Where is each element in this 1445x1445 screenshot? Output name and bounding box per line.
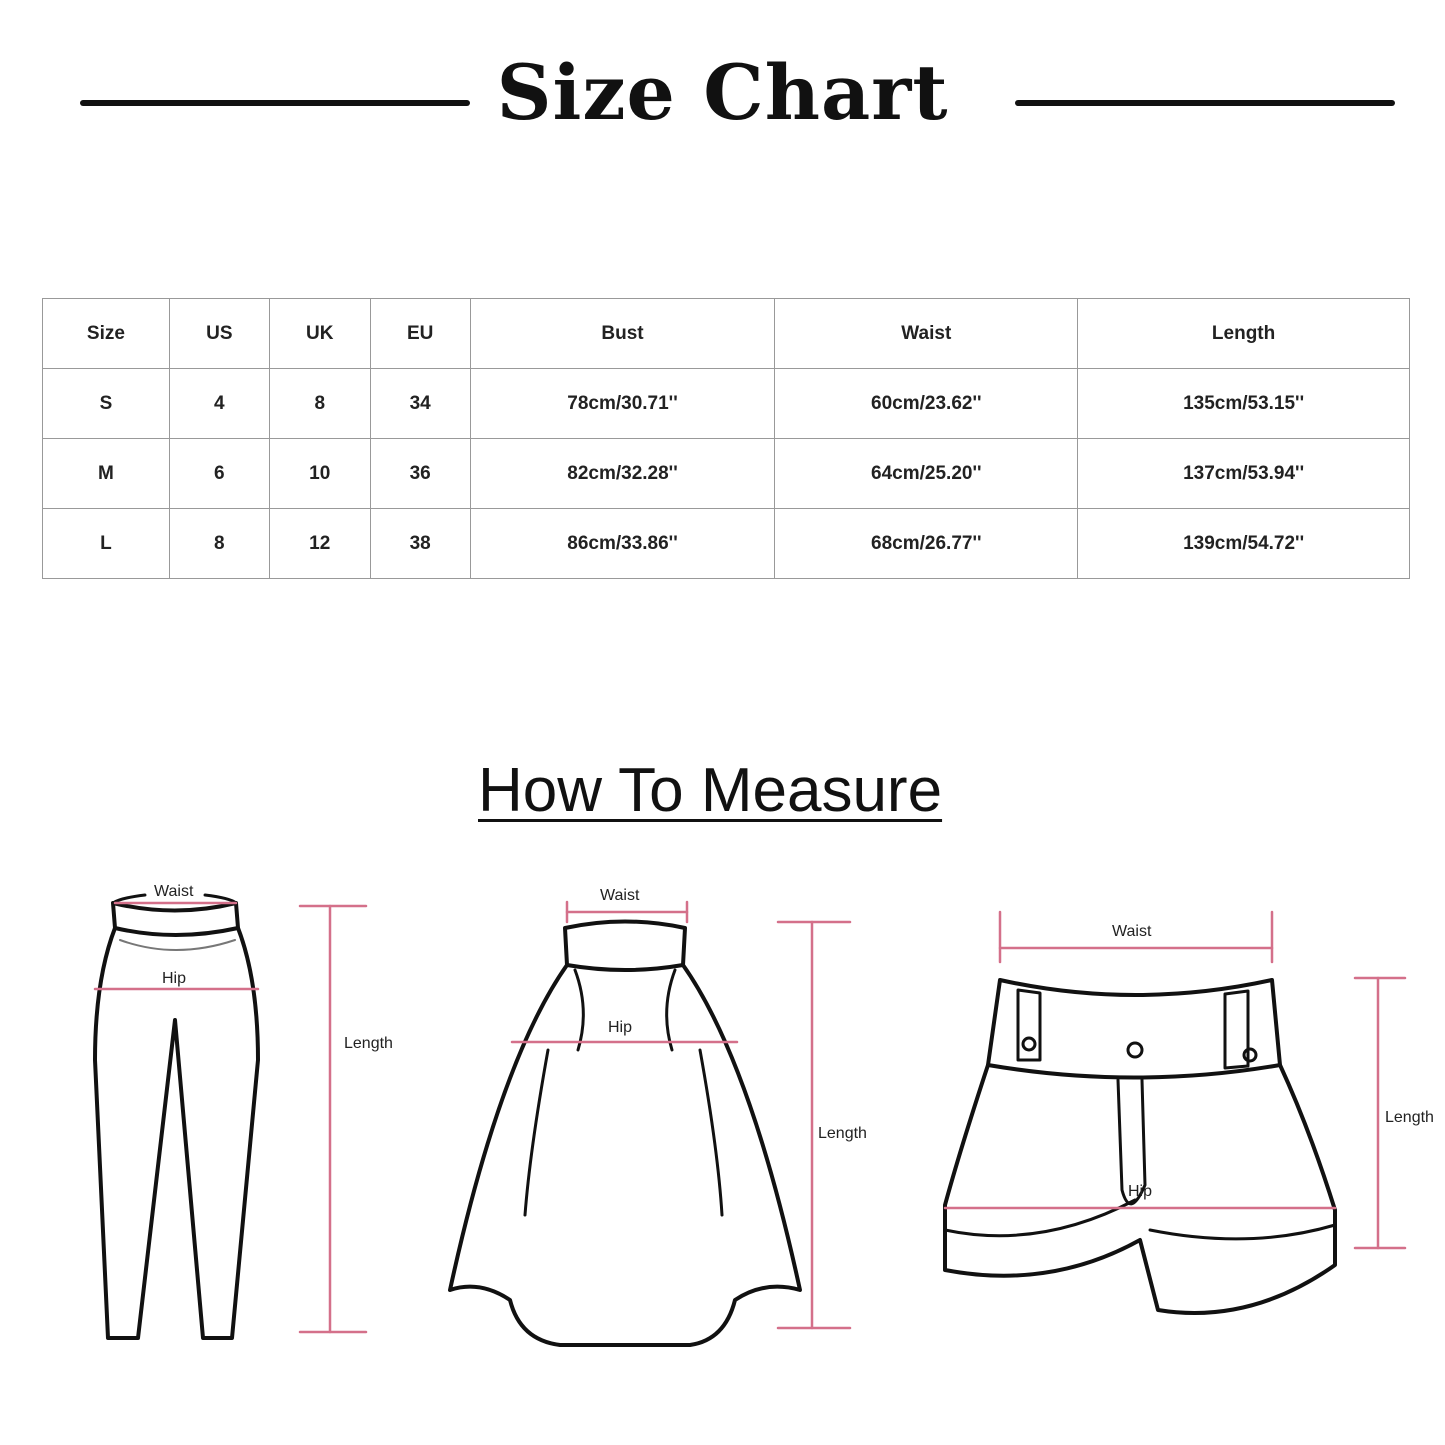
shorts-length-label: Length (1385, 1109, 1434, 1126)
cell: 10 (268, 438, 371, 509)
skirt-illustration (448, 919, 802, 1347)
skirt-measure-lines (510, 900, 852, 1330)
title-text: Size Chart (476, 48, 969, 137)
skirt-waist-label: Waist (600, 887, 640, 904)
pants-waist-label: Waist (154, 883, 194, 900)
skirt-length-label: Length (818, 1125, 867, 1142)
table-header-row: Size US UK EU Bust Waist Length (42, 298, 1410, 369)
cell: 38 (369, 508, 471, 579)
header-size: Size (42, 298, 170, 369)
table-row: L 8 12 38 86cm/33.86'' 68cm/26.77'' 139cm/54.7… (42, 508, 1410, 579)
header-length: Length (1077, 298, 1410, 369)
cell: 64cm/25.20'' (774, 438, 1079, 509)
skirt-hip-label: Hip (608, 1019, 632, 1036)
title-rule-right (1015, 100, 1395, 106)
header-waist: Waist (774, 298, 1079, 369)
cell: 135cm/53.15'' (1077, 368, 1410, 439)
pants-measure-lines (93, 901, 368, 1334)
cell: 139cm/54.72'' (1077, 508, 1410, 579)
cell: 68cm/26.77'' (774, 508, 1079, 579)
cell: 82cm/32.28'' (469, 438, 776, 509)
shorts-waist-label: Waist (1112, 923, 1152, 940)
cell: 12 (268, 508, 371, 579)
shorts-measure-lines (943, 910, 1407, 1250)
shorts-hip-label: Hip (1128, 1183, 1152, 1200)
table-row: S 4 8 34 78cm/30.71'' 60cm/23.62'' 135cm/53.15… (42, 368, 1410, 439)
header-uk: UK (268, 298, 371, 369)
table-row: M 6 10 36 82cm/32.28'' 64cm/25.20'' 137cm/53.9… (42, 438, 1410, 509)
cell: L (42, 508, 170, 579)
pants-length-label: Length (344, 1035, 393, 1052)
size-table: Size US UK EU Bust Waist Length S 4 8 34 78c… (42, 298, 1410, 579)
page-title: Size Chart (0, 48, 1445, 137)
cell: 4 (168, 368, 270, 439)
shorts-illustration (943, 978, 1337, 1315)
how-to-measure-heading: How To Measure (478, 756, 943, 825)
pants-illustration (93, 893, 260, 1340)
title-rule-left (80, 100, 470, 106)
header-bust: Bust (469, 298, 776, 369)
cell: 36 (369, 438, 471, 509)
cell: 78cm/30.71'' (469, 368, 776, 439)
pants-hip-label: Hip (162, 970, 186, 987)
header-eu: EU (369, 298, 471, 369)
cell: 86cm/33.86'' (469, 508, 776, 579)
